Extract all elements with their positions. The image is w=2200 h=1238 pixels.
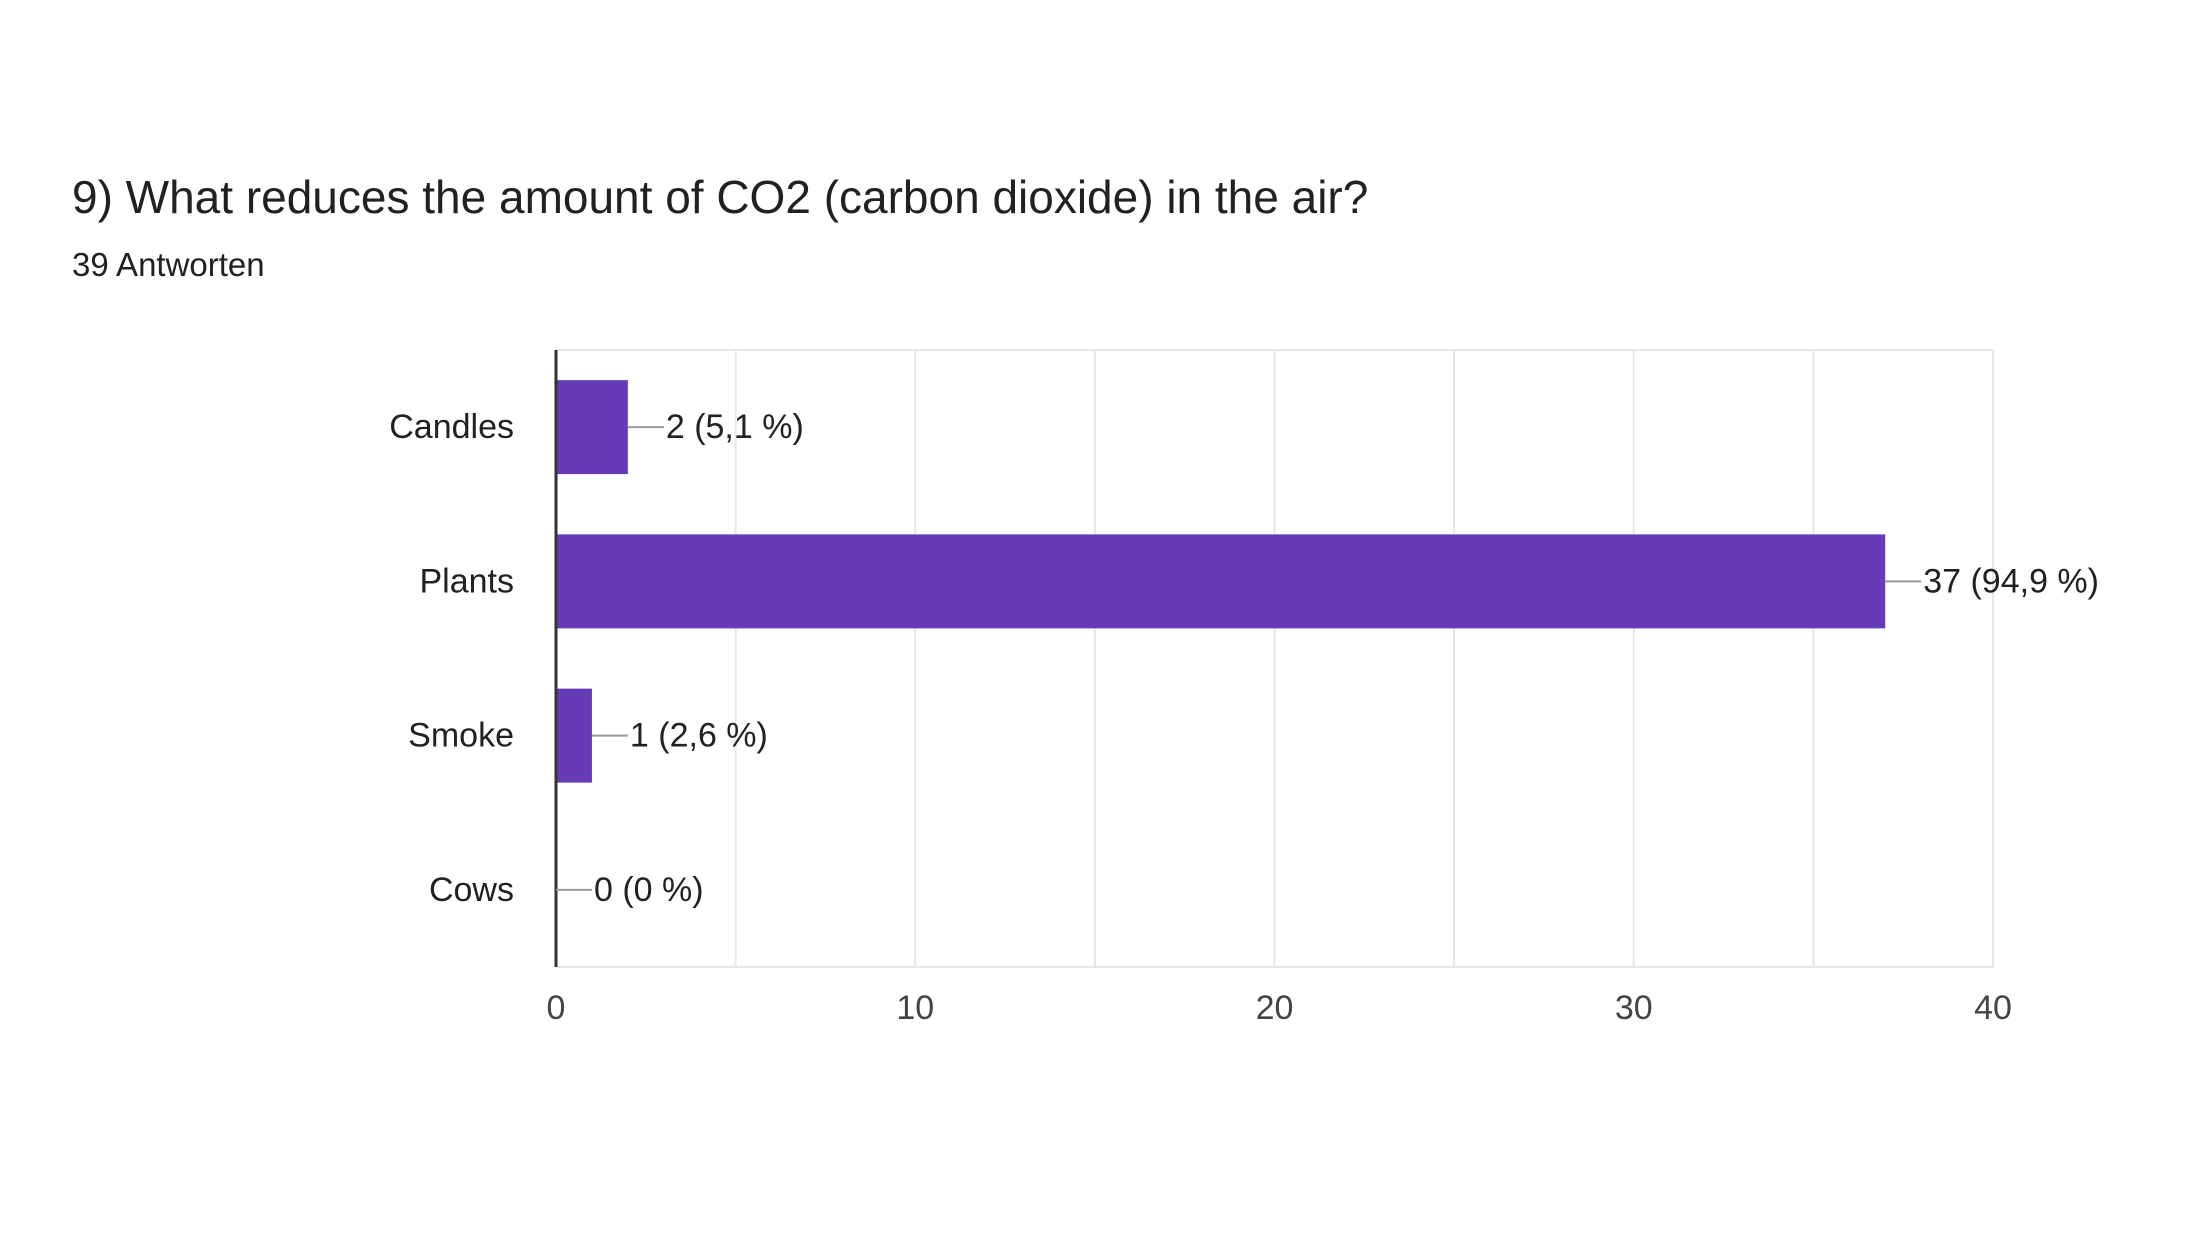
x-tick-label: 10 — [896, 989, 934, 1027]
grid-lines — [556, 349, 1994, 968]
data-label: 1 (2,6 %) — [630, 717, 768, 755]
data-label: 37 (94,9 %) — [1923, 562, 2099, 600]
x-tick-label: 0 — [547, 989, 566, 1027]
category-label: Candles — [389, 408, 514, 446]
bar-smoke — [556, 688, 592, 783]
x-tick-label: 40 — [1974, 989, 2012, 1027]
category-label: Cows — [429, 871, 514, 909]
category-label: Plants — [420, 562, 515, 600]
bars — [556, 380, 1886, 783]
bar-plants — [556, 534, 1886, 629]
chart-title: 9) What reduces the amount of CO2 (carbo… — [72, 171, 1369, 223]
bar-candles — [556, 380, 628, 475]
x-tick-label: 30 — [1615, 989, 1653, 1027]
data-label: 2 (5,1 %) — [666, 408, 804, 446]
x-tick-label: 20 — [1256, 989, 1294, 1027]
labels: 2 (5,1 %) Candles 37 (94,9 %) Plants 1 (2,6 … — [389, 408, 2099, 1027]
category-label: Smoke — [408, 717, 514, 755]
data-label: 0 (0 %) — [594, 871, 704, 909]
response-count: 39 Antworten — [72, 246, 265, 283]
